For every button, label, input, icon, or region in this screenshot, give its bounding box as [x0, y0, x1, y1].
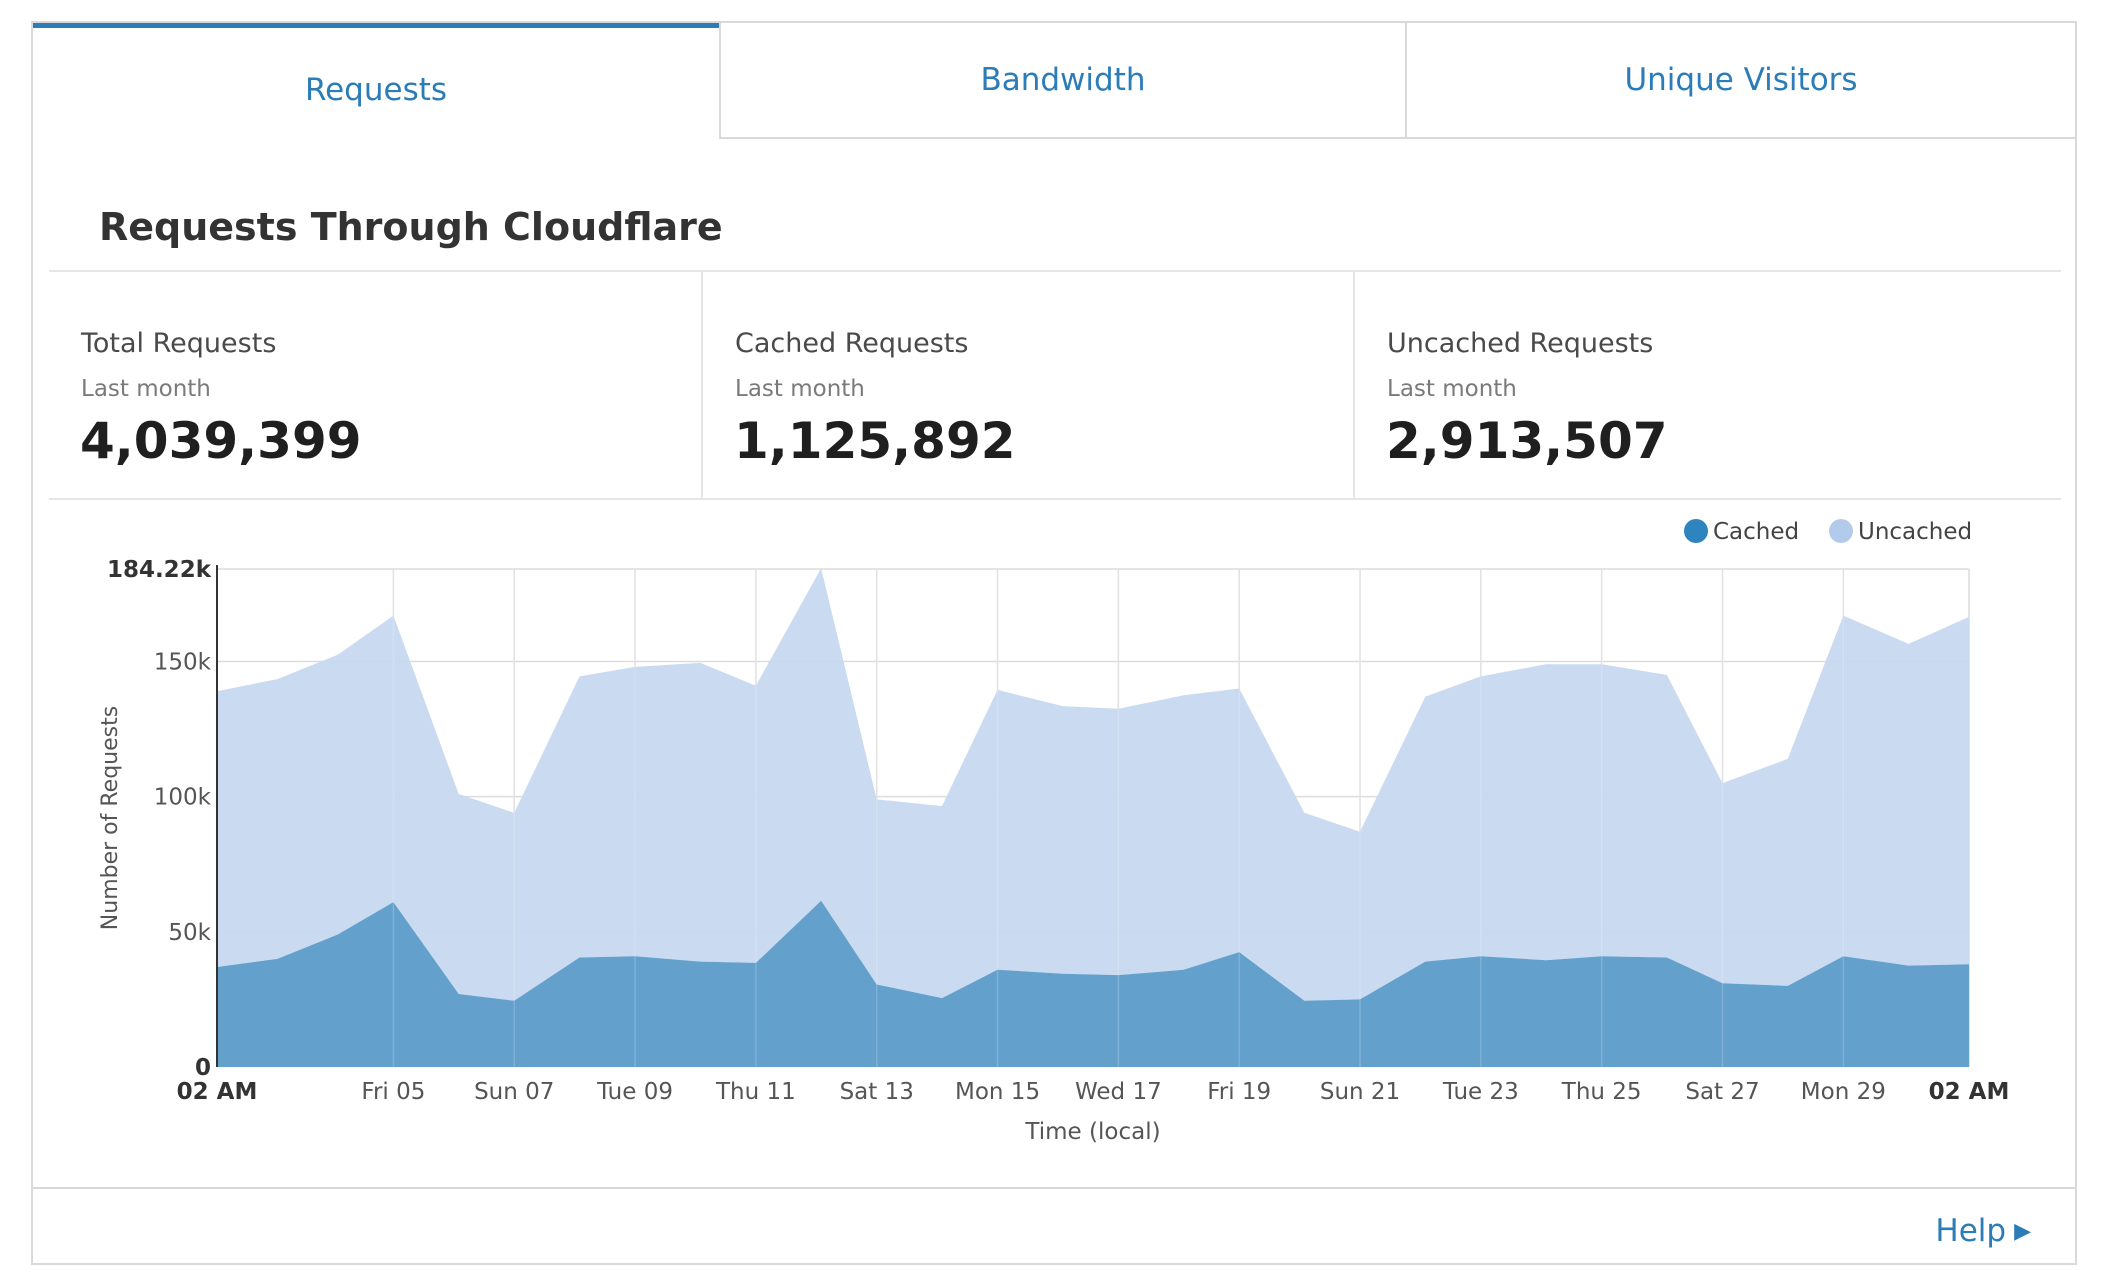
- x-tick-label: 02 AM: [1929, 1079, 2010, 1105]
- series-area-cached: [217, 900, 1969, 1067]
- stat-value: 2,913,507: [1386, 412, 1668, 470]
- x-tick-label: Sun 07: [474, 1079, 554, 1105]
- tab-unique-visitors[interactable]: Unique Visitors: [1405, 23, 2075, 139]
- tab-requests[interactable]: Requests: [33, 23, 719, 143]
- stat-label: Total Requests: [81, 328, 277, 359]
- x-tick-label: Thu 11: [715, 1079, 796, 1105]
- legend-label-uncached: Uncached: [1858, 519, 1972, 545]
- y-tick-label: 0: [195, 1055, 211, 1081]
- y-tick-label: 50k: [168, 920, 211, 946]
- help-label: Help: [1935, 1213, 2007, 1249]
- x-tick-label: Thu 25: [1561, 1079, 1642, 1105]
- x-tick-label: Wed 17: [1075, 1079, 1162, 1105]
- requests-area-chart: 0 50k 100k 150k 184.22k 02 AM Fri 05 Sun 07 Tue …: [98, 519, 2010, 1145]
- x-tick-label: 02 AM: [177, 1079, 258, 1105]
- x-tick-label: Tue 09: [596, 1079, 673, 1105]
- y-axis-title: Number of Requests: [98, 706, 123, 930]
- legend-label-cached: Cached: [1713, 519, 1799, 545]
- requests-panel: Requests Bandwidth Unique Visitors Reque…: [31, 21, 2077, 1265]
- footer-divider: [33, 1187, 2075, 1189]
- x-tick-label: Fri 05: [361, 1079, 425, 1105]
- stat-label: Uncached Requests: [1387, 328, 1654, 359]
- title-divider: [49, 270, 2061, 272]
- series-area-uncached: [217, 568, 1969, 1001]
- stat-value: 4,039,399: [80, 412, 362, 470]
- stat-period: Last month: [81, 376, 211, 402]
- stat-value: 1,125,892: [734, 412, 1016, 470]
- tab-bandwidth[interactable]: Bandwidth: [719, 23, 1405, 139]
- stat-label: Cached Requests: [735, 328, 969, 359]
- x-tick-label: Mon 15: [955, 1079, 1040, 1105]
- stat-period: Last month: [1387, 376, 1517, 402]
- stat-period: Last month: [735, 376, 865, 402]
- x-tick-label: Sun 21: [1320, 1079, 1400, 1105]
- x-tick-label: Sat 13: [840, 1079, 914, 1105]
- x-tick-label: Tue 23: [1442, 1079, 1519, 1105]
- x-tick-label: Sat 27: [1685, 1079, 1759, 1105]
- y-tick-label: 184.22k: [107, 557, 212, 583]
- stat-cached-requests: Cached Requests Last month 1,125,892: [701, 272, 1353, 500]
- help-link[interactable]: Help ▶: [1935, 1213, 2031, 1249]
- stat-uncached-requests: Uncached Requests Last month 2,913,507: [1353, 272, 2061, 500]
- tab-bandwidth-label: Bandwidth: [980, 62, 1146, 98]
- stats-divider: [49, 498, 2061, 500]
- stat-total-requests: Total Requests Last month 4,039,399: [49, 272, 701, 500]
- x-tick-label: Mon 29: [1801, 1079, 1886, 1105]
- legend-swatch-cached: [1684, 519, 1708, 543]
- tab-unique-visitors-label: Unique Visitors: [1624, 62, 1858, 98]
- legend-swatch-uncached: [1829, 519, 1853, 543]
- y-tick-label: 100k: [154, 785, 212, 811]
- y-tick-label: 150k: [154, 650, 212, 676]
- tab-bar: Requests Bandwidth Unique Visitors: [33, 23, 2075, 143]
- caret-right-icon: ▶: [2014, 1218, 2031, 1244]
- tab-requests-label: Requests: [304, 71, 448, 108]
- x-axis-title: Time (local): [1024, 1119, 1160, 1145]
- section-title: Requests Through Cloudflare: [99, 205, 723, 249]
- x-tick-label: Fri 19: [1207, 1079, 1271, 1105]
